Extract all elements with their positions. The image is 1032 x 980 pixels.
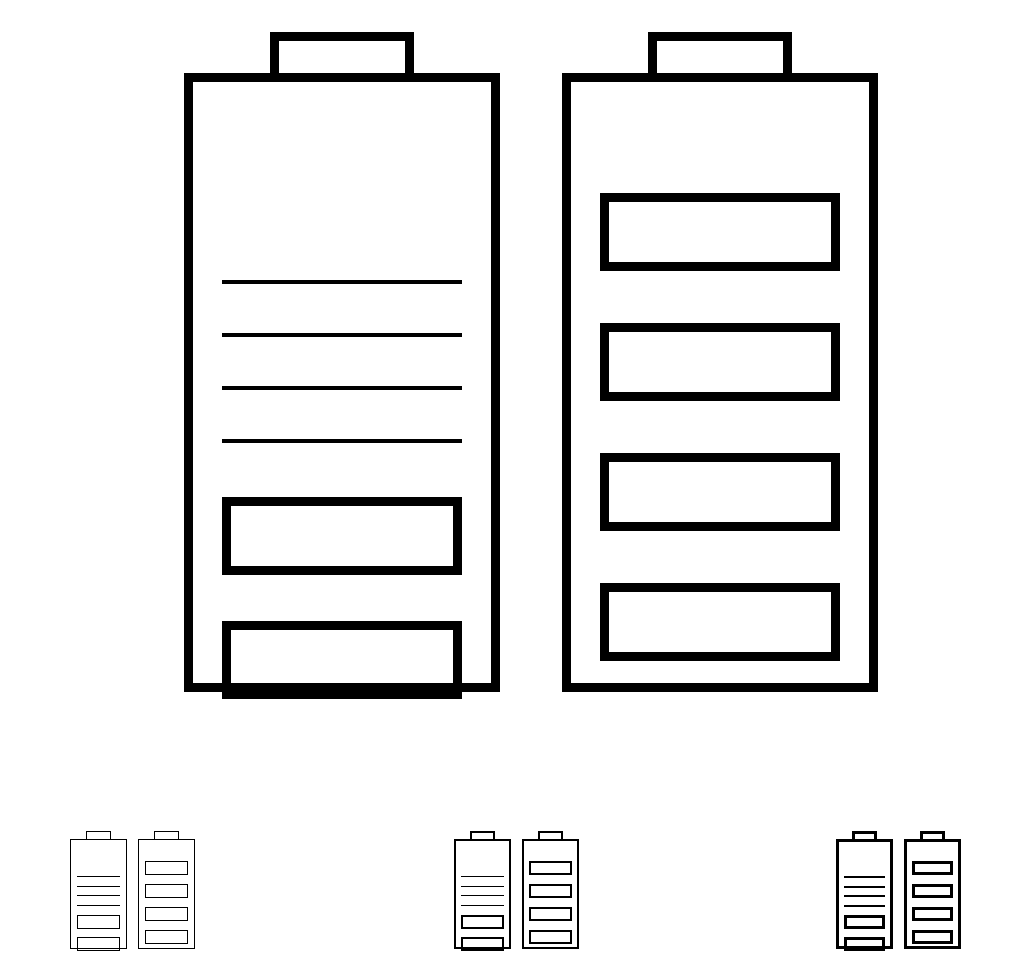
battery-level-line: [461, 905, 504, 906]
battery-terminal: [538, 831, 563, 839]
battery-level-line: [222, 439, 462, 443]
battery-level-bar: [77, 937, 120, 951]
battery-level-bar: [529, 907, 572, 921]
battery-level-bar: [461, 915, 504, 929]
battery-level-bar: [529, 861, 572, 875]
battery-icon-variant-small-bold: [836, 831, 961, 949]
battery-body: [184, 73, 500, 692]
battery-level-bar: [222, 621, 462, 699]
battery-terminal: [270, 32, 414, 73]
battery-level-bar: [600, 193, 840, 271]
battery-level-bar: [145, 861, 188, 875]
battery-level-bar: [844, 915, 885, 929]
battery-level-line: [461, 876, 504, 877]
battery-full-icon: [522, 831, 579, 949]
battery-terminal: [648, 32, 792, 73]
battery-icon-variant-small-medium: [454, 831, 579, 949]
battery-level-bar: [77, 915, 120, 929]
battery-level-line: [222, 333, 462, 337]
battery-full-icon: [138, 831, 195, 949]
battery-level-bar: [912, 907, 953, 921]
battery-level-bar: [461, 937, 504, 951]
battery-level-line: [77, 886, 120, 887]
battery-level-bar: [844, 937, 885, 951]
battery-terminal: [920, 831, 945, 839]
battery-level-line: [461, 895, 504, 896]
battery-level-line: [844, 876, 885, 878]
battery-level-line: [844, 886, 885, 888]
battery-body: [836, 839, 893, 949]
battery-terminal: [154, 831, 179, 839]
battery-level-line: [77, 895, 120, 896]
battery-level-line: [844, 905, 885, 907]
battery-level-line: [844, 895, 885, 897]
battery-level-bar: [529, 930, 572, 944]
battery-level-line: [222, 280, 462, 284]
battery-icon-variant-large: [184, 32, 878, 692]
battery-level-bar: [600, 453, 840, 531]
battery-level-bar: [600, 323, 840, 401]
battery-level-bar: [912, 884, 953, 898]
battery-body: [70, 839, 127, 949]
battery-level-line: [222, 386, 462, 390]
battery-level-bar: [145, 930, 188, 944]
battery-level-line: [461, 886, 504, 887]
battery-level-bar: [145, 884, 188, 898]
battery-partial-icon: [454, 831, 511, 949]
battery-partial-icon: [184, 32, 500, 692]
battery-partial-icon: [70, 831, 127, 949]
battery-terminal: [470, 831, 495, 839]
battery-level-bar: [912, 930, 953, 944]
battery-full-icon: [904, 831, 961, 949]
battery-level-line: [77, 905, 120, 906]
battery-level-bar: [222, 497, 462, 575]
battery-terminal: [86, 831, 111, 839]
battery-icon-variant-small-thin: [70, 831, 195, 949]
battery-level-bar: [145, 907, 188, 921]
battery-full-icon: [562, 32, 878, 692]
battery-level-bar: [912, 861, 953, 875]
battery-level-line: [77, 876, 120, 877]
battery-body: [454, 839, 511, 949]
battery-level-bar: [600, 583, 840, 661]
battery-partial-icon: [836, 831, 893, 949]
battery-terminal: [852, 831, 877, 839]
battery-level-bar: [529, 884, 572, 898]
